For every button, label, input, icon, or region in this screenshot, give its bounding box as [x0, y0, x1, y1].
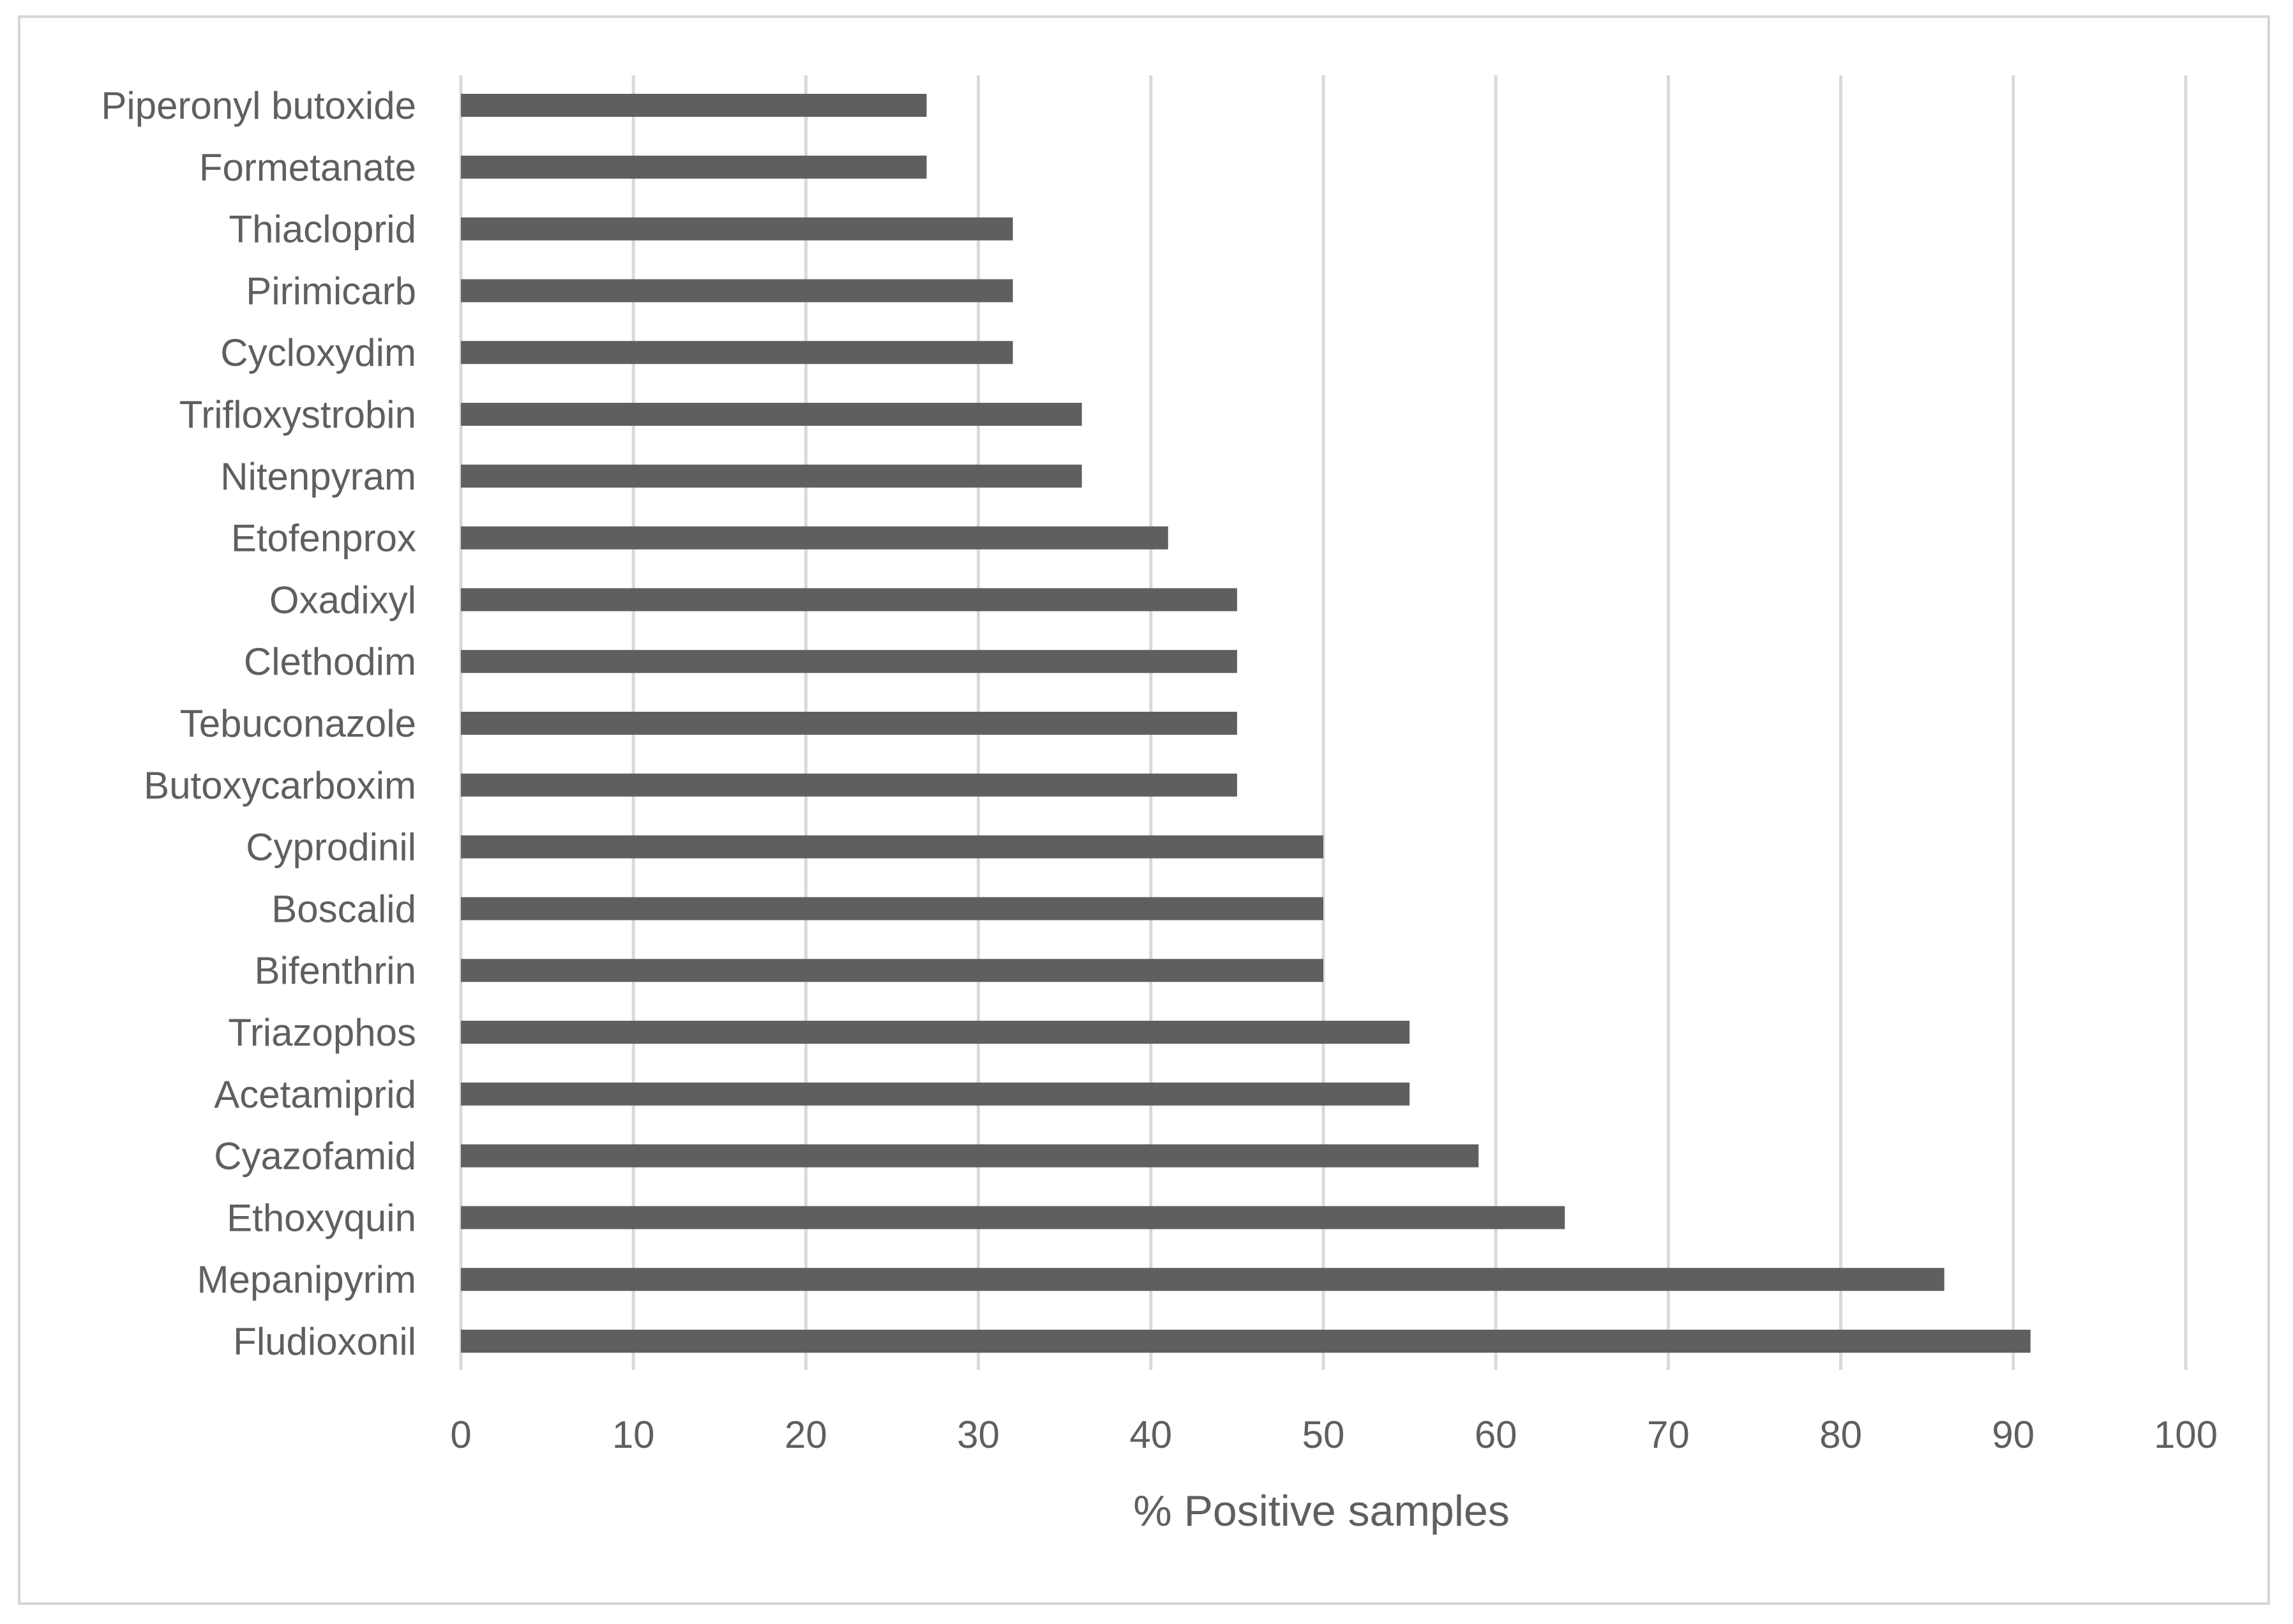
- bar-oxadixyl: [461, 588, 1237, 612]
- x-tick-label: 10: [612, 1413, 655, 1456]
- category-label: Etofenprox: [231, 517, 416, 560]
- category-label: Pirimicarb: [246, 269, 416, 312]
- bar-ethoxyquin: [461, 1206, 1565, 1229]
- category-label: Boscalid: [271, 887, 416, 930]
- category-label: Bifenthrin: [255, 949, 416, 992]
- x-tick-label: 90: [1992, 1413, 2034, 1456]
- bar-mepanipyrim: [461, 1268, 1944, 1291]
- category-label: Cyazofamid: [214, 1135, 416, 1178]
- category-label: Cycloxydim: [220, 331, 416, 374]
- x-tick-label: 30: [957, 1413, 1000, 1456]
- bar-thiacloprid: [461, 217, 1013, 241]
- bar-piperonyl-butoxide: [461, 94, 927, 117]
- category-label: Oxadixyl: [269, 578, 416, 621]
- x-tick-label: 100: [2154, 1413, 2218, 1456]
- x-tick-label: 60: [1475, 1413, 1517, 1456]
- x-axis-title: % Positive samples: [1133, 1487, 1510, 1535]
- bar-formetanate: [461, 155, 927, 179]
- x-tick-labels: 0 10 20 30 40 50 60 70 80 90 100: [450, 1413, 2218, 1456]
- category-label: Thiacloprid: [229, 208, 416, 251]
- category-label: Formetanate: [199, 146, 416, 189]
- bar-boscalid: [461, 897, 1323, 921]
- bar-bifenthrin: [461, 959, 1323, 982]
- bar-layer: [461, 94, 2031, 1353]
- category-label: Acetamiprid: [214, 1073, 416, 1116]
- bar-cyazofamid: [461, 1144, 1479, 1168]
- bar-nitenpyram: [461, 464, 1082, 488]
- bar-cycloxydim: [461, 341, 1013, 365]
- category-label: Tebuconazole: [180, 702, 416, 745]
- bar-trifloxystrobin: [461, 403, 1082, 426]
- category-label: Cyprodinil: [246, 826, 416, 869]
- x-tick-label: 40: [1129, 1413, 1172, 1456]
- bar-butoxycarboxim: [461, 773, 1237, 797]
- bar-pirimicarb: [461, 279, 1013, 303]
- bar-fludioxonil: [461, 1330, 2031, 1353]
- category-label: Butoxycarboxim: [144, 764, 416, 807]
- bar-acetamiprid: [461, 1082, 1410, 1106]
- x-tick-label: 50: [1302, 1413, 1345, 1456]
- category-label: Nitenpyram: [220, 455, 416, 498]
- category-label: Mepanipyrim: [197, 1258, 416, 1301]
- bar-triazophos: [461, 1021, 1410, 1044]
- bar-etofenprox: [461, 526, 1168, 550]
- category-label: Ethoxyquin: [227, 1196, 416, 1239]
- category-label: Trifloxystrobin: [179, 393, 416, 436]
- bar-tebuconazole: [461, 712, 1237, 735]
- x-tick-label: 20: [785, 1413, 827, 1456]
- category-labels: Piperonyl butoxide Formetanate Thiacloprid…: [101, 84, 416, 1363]
- x-tick-label: 80: [1819, 1413, 1862, 1456]
- bar-cyprodinil: [461, 835, 1323, 859]
- category-label: Piperonyl butoxide: [101, 84, 416, 127]
- x-tick-label: 70: [1647, 1413, 1690, 1456]
- category-label: Fludioxonil: [233, 1320, 416, 1363]
- category-label: Clethodim: [244, 640, 416, 683]
- category-label: Triazophos: [228, 1011, 416, 1054]
- x-tick-label: 0: [450, 1413, 471, 1456]
- bar-clethodim: [461, 650, 1237, 673]
